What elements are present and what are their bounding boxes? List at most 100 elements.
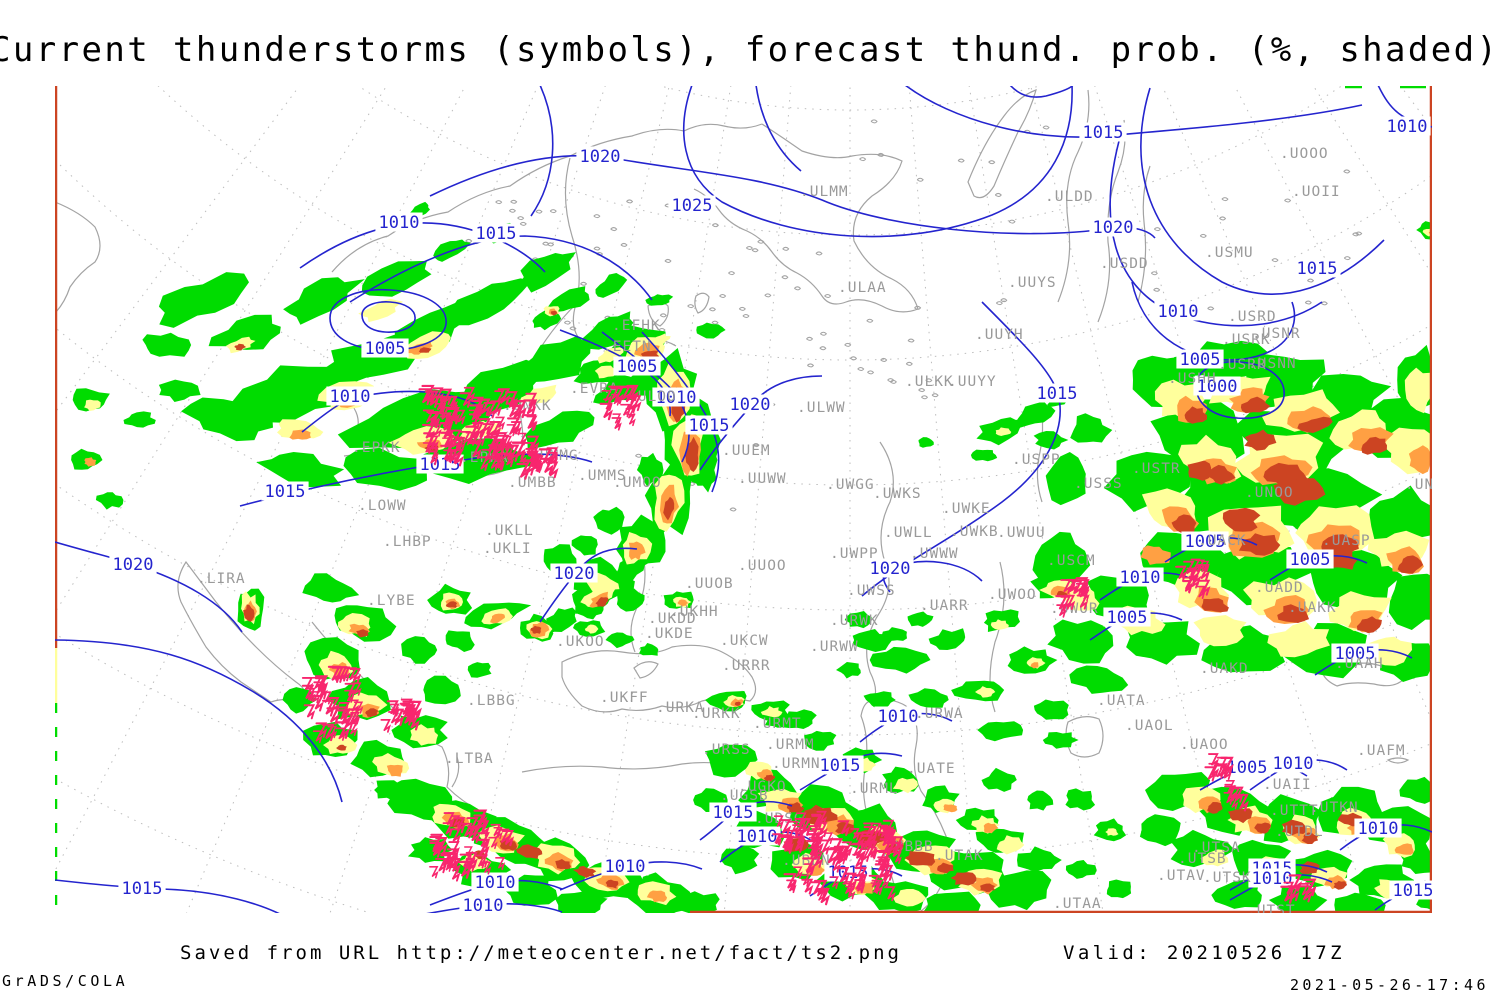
station-label: .USRD xyxy=(1228,309,1277,325)
isobar-label-box xyxy=(1293,258,1341,278)
shading-blob-level-1 xyxy=(1047,619,1114,664)
thunderstorm-icon xyxy=(380,719,391,733)
coastline xyxy=(866,441,894,703)
isobar-label: 1010 xyxy=(656,388,697,408)
shading-blob-level-1 xyxy=(256,452,345,488)
shading-blob-level-1 xyxy=(923,891,981,913)
station-label: .UARR xyxy=(920,598,969,614)
station-label: .EPKK xyxy=(352,440,401,456)
isobar-label-box xyxy=(1103,607,1151,627)
shading-blob-level-2 xyxy=(84,399,101,411)
thunderstorm-icon xyxy=(620,403,630,418)
station-label: .UUYS xyxy=(1008,275,1057,291)
station-label: .USNR xyxy=(1252,326,1301,342)
shading-blob-level-4 xyxy=(1184,406,1207,424)
isobar-label: 1010 xyxy=(379,213,420,233)
station-label: .UAOL xyxy=(1125,718,1174,734)
isobar-label-box xyxy=(652,387,700,407)
shading-blob-level-1 xyxy=(302,573,360,603)
shading-blob-level-1 xyxy=(609,555,648,585)
station-label: .UWLL xyxy=(884,525,933,541)
shading-blob-level-4 xyxy=(1301,832,1319,844)
shading-blob-level-1 xyxy=(1042,732,1079,749)
shading-blob-level-4 xyxy=(763,774,776,782)
station-label: .UWKB xyxy=(950,524,999,540)
shading-blob-level-3 xyxy=(490,613,505,624)
shading-blob-level-4 xyxy=(365,708,379,717)
station-label: .UNOO xyxy=(1245,485,1294,501)
isobar-line xyxy=(361,301,416,333)
shading-blob-level-1 xyxy=(881,627,907,641)
station-label: .URMM xyxy=(766,737,815,753)
station-label: .UKLI xyxy=(483,541,532,557)
isobar-label: 1015 xyxy=(1393,881,1434,901)
shading-blob-level-4 xyxy=(445,601,458,608)
station-label: .UUOO xyxy=(738,558,787,574)
shading-blob-level-1 xyxy=(804,730,837,751)
station-label: .UOOO xyxy=(1280,146,1329,162)
shading-blob-level-1 xyxy=(1368,485,1432,547)
isobar-label-box xyxy=(1176,349,1224,369)
shading-blob-level-1 xyxy=(928,628,966,650)
coastline xyxy=(1137,165,1151,303)
isobar-label-box xyxy=(471,872,519,892)
shading-blob-level-1 xyxy=(517,335,591,383)
station-label: .USDD xyxy=(1100,256,1149,272)
shading-blob-level-4 xyxy=(1208,464,1236,485)
shading-blob-level-1 xyxy=(1070,413,1113,443)
station-label: .UTDL xyxy=(1275,824,1324,840)
isobar-label-box xyxy=(613,356,661,376)
isobar-label: 1010 xyxy=(737,827,778,847)
shading-blob-level-2 xyxy=(358,298,403,323)
shading-blob-level-1 xyxy=(1280,623,1368,679)
isobar-label: 1015 xyxy=(1037,384,1078,404)
station-label: .UNBB xyxy=(1405,477,1454,493)
shading-blob-level-4 xyxy=(516,844,543,859)
shading-blob-level-4 xyxy=(595,597,609,607)
shading-blob-level-2 xyxy=(990,619,1009,630)
thunderstorm-icon xyxy=(429,866,438,879)
coastline xyxy=(633,661,659,679)
station-label: .UKLL xyxy=(485,523,534,539)
shading-blob-level-4 xyxy=(1187,460,1212,481)
thunderstorm-icon xyxy=(599,402,613,421)
isobar-label: 1025 xyxy=(672,196,713,216)
station-label: .UUYY xyxy=(948,374,997,390)
shading-blob-level-1 xyxy=(908,688,949,708)
station-label: .UUYH xyxy=(975,327,1024,343)
shading-blob-level-1 xyxy=(571,535,598,556)
station-label: .UDSG xyxy=(755,811,804,827)
isobar-label: 1020 xyxy=(580,147,621,167)
station-label: .UTSK xyxy=(1203,870,1252,886)
isobar-label-box xyxy=(874,706,922,726)
shading-blob-level-1 xyxy=(543,607,577,635)
shading-blob-level-1 xyxy=(1399,776,1432,804)
station-label: .UKOO xyxy=(556,634,605,650)
shading-blob-level-1 xyxy=(181,397,273,442)
graticule-parallel xyxy=(659,86,1041,111)
station-label: .USPP xyxy=(1012,452,1061,468)
isobar-label: 1010 xyxy=(1158,302,1199,322)
station-label: .UATE xyxy=(907,761,956,777)
shading-blob-level-1 xyxy=(1032,531,1091,588)
station-label: .EETN xyxy=(603,339,652,355)
shading-blob-level-4 xyxy=(1281,819,1307,836)
shading-blob-level-3 xyxy=(943,804,958,813)
shading-blob-level-3 xyxy=(628,541,646,561)
isobar-line xyxy=(329,288,447,352)
shading-blob-level-4 xyxy=(1356,616,1382,634)
station-label: .ULKK xyxy=(905,374,954,390)
station-label: .LBBG xyxy=(467,693,516,709)
shading-blob-level-4 xyxy=(605,879,619,889)
shading-blob-level-1 xyxy=(1388,573,1432,630)
station-label: .UTST xyxy=(1247,903,1296,919)
shading-blob-level-1 xyxy=(158,379,201,402)
valid-time-text: Valid: 20210526 17Z xyxy=(1063,942,1345,964)
shading-blob-level-4 xyxy=(980,883,996,892)
shading-blob-level-1 xyxy=(704,744,758,778)
graticule-parallel xyxy=(55,483,1432,736)
station-label: .UMOO xyxy=(613,475,662,491)
shading-blob-level-1 xyxy=(785,709,817,729)
